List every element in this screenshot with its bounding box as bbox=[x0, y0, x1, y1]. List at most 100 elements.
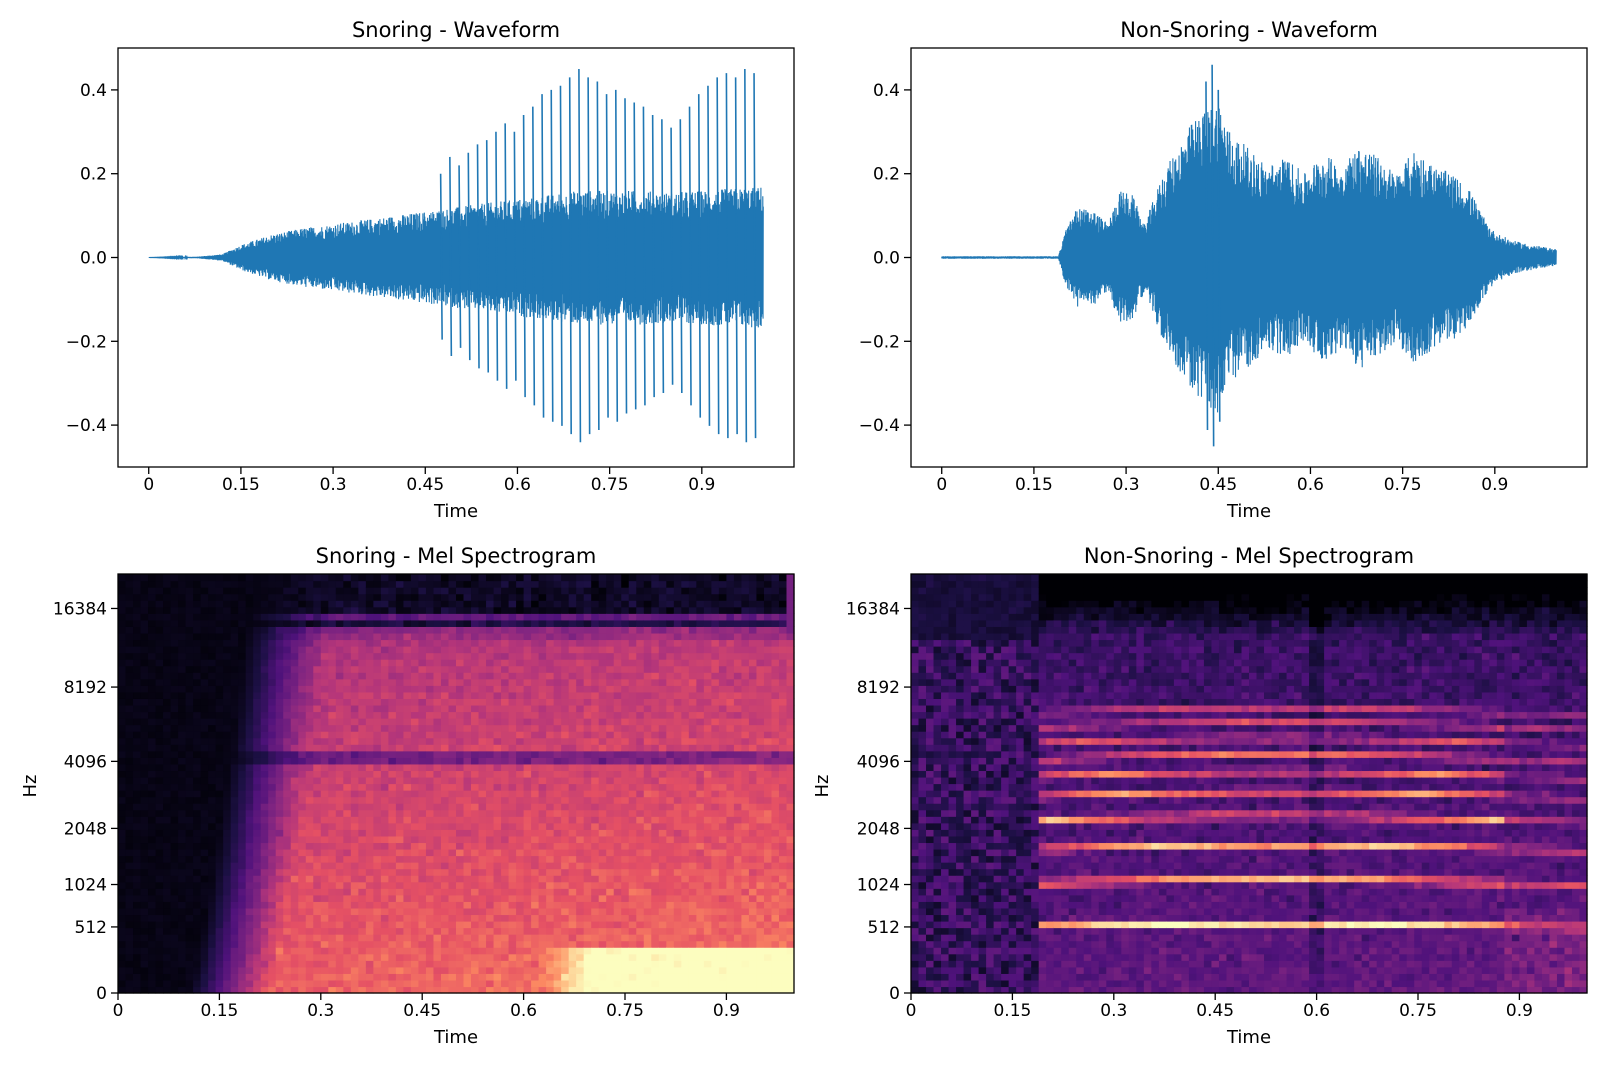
spectrogram-cell bbox=[290, 619, 299, 627]
spectrogram-cell bbox=[185, 953, 194, 961]
spectrogram-cell bbox=[193, 894, 202, 902]
spectrogram-cell bbox=[365, 704, 374, 713]
spectrogram-cell bbox=[516, 940, 525, 948]
spectrogram-cell bbox=[448, 848, 457, 857]
spectrogram-cell bbox=[238, 685, 247, 693]
spectrogram-cell bbox=[290, 744, 299, 752]
spectrogram-cell bbox=[185, 580, 194, 588]
spectrogram-cell bbox=[576, 796, 585, 804]
spectrogram-cell bbox=[696, 973, 705, 981]
spectrogram-cell bbox=[373, 665, 382, 673]
spectrogram-cell bbox=[275, 816, 284, 824]
spectrogram-cell bbox=[343, 665, 352, 673]
spectrogram-cell bbox=[223, 685, 232, 693]
spectrogram-cell bbox=[433, 979, 442, 988]
spectrogram-cell bbox=[508, 600, 517, 608]
spectrogram-cell bbox=[230, 626, 239, 634]
spectrogram-cell bbox=[628, 842, 637, 850]
spectrogram-cell bbox=[283, 672, 292, 680]
spectrogram-cell bbox=[140, 731, 149, 739]
spectrogram-cell bbox=[200, 835, 209, 844]
spectrogram-cell bbox=[268, 672, 277, 680]
spectrogram-cell bbox=[395, 737, 405, 745]
spectrogram-cell bbox=[508, 619, 517, 627]
spectrogram-cell bbox=[523, 822, 532, 830]
spectrogram-cell bbox=[118, 704, 127, 713]
spectrogram-cell bbox=[230, 835, 239, 844]
spectrogram-cell bbox=[320, 901, 329, 909]
spectrogram-cell bbox=[335, 920, 344, 929]
spectrogram-cell bbox=[523, 947, 532, 955]
y-tick-label: 0.2 bbox=[80, 165, 107, 185]
spectrogram-cell bbox=[283, 613, 292, 621]
spectrogram-cell bbox=[606, 803, 615, 811]
spectrogram-cell bbox=[305, 587, 314, 595]
spectrogram-cell bbox=[230, 966, 239, 974]
spectrogram-cell bbox=[583, 862, 592, 870]
spectrogram-cell bbox=[395, 907, 405, 916]
spectrogram-cell bbox=[313, 659, 322, 667]
spectrogram-cell bbox=[546, 822, 555, 830]
spectrogram-cell bbox=[561, 757, 570, 765]
spectrogram-cell bbox=[343, 737, 352, 745]
spectrogram-cell bbox=[523, 934, 532, 942]
spectrogram-cell bbox=[606, 822, 615, 830]
spectrogram-cell bbox=[410, 862, 420, 870]
spectrogram-cell bbox=[576, 920, 585, 929]
spectrogram-cell bbox=[681, 757, 690, 765]
spectrogram-cell bbox=[365, 881, 374, 889]
spectrogram-cell bbox=[673, 770, 682, 778]
spectrogram-cell bbox=[493, 783, 502, 791]
spectrogram-cell bbox=[320, 711, 329, 719]
spectrogram-cell bbox=[463, 646, 472, 654]
spectrogram-cell bbox=[486, 894, 495, 902]
spectrogram-cell bbox=[388, 652, 397, 660]
spectrogram-cell bbox=[651, 698, 660, 706]
spectrogram-cell bbox=[418, 750, 427, 758]
spectrogram-cell bbox=[613, 672, 622, 680]
spectrogram-cell bbox=[486, 803, 495, 811]
spectrogram-cell bbox=[433, 718, 442, 726]
spectrogram-cell bbox=[493, 973, 502, 981]
spectrogram-cell bbox=[463, 744, 472, 752]
spectrogram-cell bbox=[561, 868, 570, 876]
spectrogram-cell bbox=[200, 953, 209, 961]
spectrogram-cell bbox=[568, 593, 577, 601]
spectrogram-cell bbox=[666, 757, 675, 765]
spectrogram-cell bbox=[463, 822, 472, 830]
spectrogram-cell bbox=[688, 783, 697, 791]
spectrogram-cell bbox=[223, 626, 232, 634]
spectrogram-cell bbox=[193, 665, 202, 673]
spectrogram-cell bbox=[185, 770, 194, 778]
spectrogram-cell bbox=[418, 587, 427, 595]
spectrogram-cell bbox=[688, 829, 697, 837]
spectrogram-cell bbox=[170, 606, 179, 614]
spectrogram-cell bbox=[425, 711, 435, 719]
spectrogram-cell bbox=[561, 829, 570, 837]
spectrogram-cell bbox=[358, 803, 367, 811]
spectrogram-cell bbox=[478, 646, 487, 654]
spectrogram-cell bbox=[148, 632, 157, 641]
spectrogram-cell bbox=[628, 639, 637, 647]
spectrogram-cell bbox=[643, 724, 652, 732]
spectrogram-cell bbox=[253, 750, 262, 758]
spectrogram-cell bbox=[613, 763, 622, 772]
spectrogram-cell bbox=[343, 901, 352, 909]
spectrogram-cell bbox=[576, 652, 585, 660]
spectrogram-cell bbox=[583, 580, 592, 588]
spectrogram-cell bbox=[636, 855, 645, 863]
spectrogram-cell bbox=[395, 986, 405, 994]
spectrogram-cell bbox=[223, 920, 232, 929]
spectrogram-cell bbox=[283, 698, 292, 706]
spectrogram-cell bbox=[643, 632, 652, 641]
spectrogram-cell bbox=[651, 947, 660, 955]
spectrogram-cell bbox=[621, 986, 630, 994]
spectrogram-cell bbox=[486, 724, 495, 732]
spectrogram-cell bbox=[658, 593, 667, 601]
spectrogram-cell bbox=[238, 966, 247, 974]
spectrogram-cell bbox=[223, 907, 232, 916]
spectrogram-cell bbox=[365, 986, 374, 994]
spectrogram-cell bbox=[298, 920, 307, 929]
spectrogram-cell bbox=[651, 953, 660, 961]
spectrogram-cell bbox=[395, 763, 405, 772]
